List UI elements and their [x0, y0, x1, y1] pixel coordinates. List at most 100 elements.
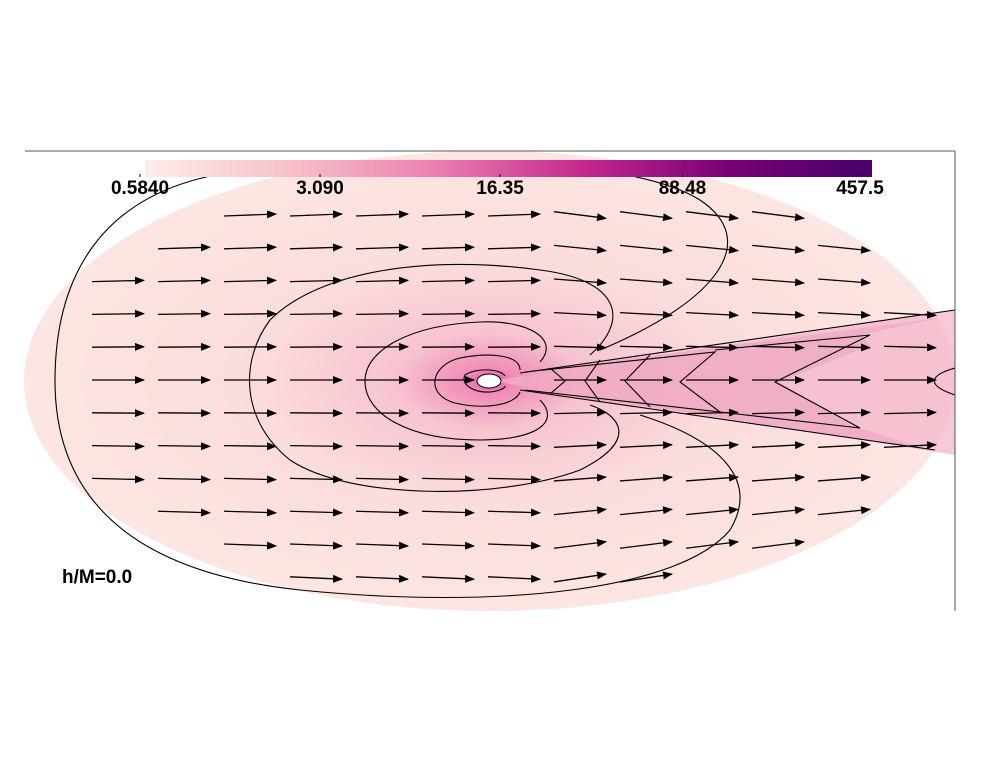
velocity-arrow [487, 508, 541, 517]
velocity-arrow [355, 309, 409, 318]
velocity-arrow [157, 309, 211, 318]
velocity-arrow [817, 506, 871, 516]
velocity-arrow [685, 310, 739, 319]
velocity-arrow [883, 310, 937, 319]
velocity-arrow [355, 276, 409, 285]
velocity-arrow [619, 343, 673, 352]
velocity-arrow [817, 278, 871, 287]
velocity-arrow [883, 408, 937, 417]
velocity-arrow [487, 574, 541, 583]
velocity-arrow [487, 210, 541, 219]
colorbar-tick-label: 3.090 [296, 178, 344, 199]
velocity-arrow [817, 244, 871, 254]
colorbar [145, 160, 872, 177]
velocity-arrow [355, 210, 409, 219]
velocity-arrow [289, 210, 343, 219]
velocity-arrow [157, 243, 211, 252]
velocity-arrow [751, 473, 805, 482]
velocity-arrow [817, 310, 871, 319]
velocity-arrow [223, 541, 277, 550]
colorbar-tick-label: 16.35 [476, 178, 524, 199]
velocity-arrow [553, 506, 607, 516]
velocity-arrow [685, 343, 739, 352]
velocity-arrows [91, 210, 937, 583]
velocity-arrow [883, 441, 937, 450]
velocity-arrow [553, 538, 607, 549]
black-hole [476, 373, 502, 389]
velocity-arrow [421, 442, 475, 451]
velocity-arrow [355, 475, 409, 484]
velocity-arrow [223, 309, 277, 318]
velocity-arrow [553, 211, 607, 222]
velocity-arrow [619, 441, 673, 450]
velocity-arrow [157, 442, 211, 451]
velocity-arrow [157, 508, 211, 517]
velocity-arrow [289, 574, 343, 583]
velocity-arrow [355, 574, 409, 583]
velocity-arrow [553, 408, 607, 417]
velocity-arrow [751, 408, 805, 417]
velocity-arrow [289, 508, 343, 517]
velocity-arrow [751, 211, 805, 222]
velocity-arrow [817, 343, 871, 352]
velocity-arrow [685, 244, 739, 254]
velocity-arrow [91, 475, 145, 484]
velocity-arrow [553, 310, 607, 319]
velocity-arrow [751, 310, 805, 319]
velocity-arrow [355, 442, 409, 451]
velocity-arrow [685, 473, 739, 482]
velocity-arrow [619, 408, 673, 417]
velocity-arrow [553, 343, 607, 352]
velocity-arrow [817, 408, 871, 417]
velocity-arrow [619, 473, 673, 482]
field [24, 151, 955, 611]
contour-lines [54, 161, 955, 598]
velocity-arrow [553, 571, 607, 583]
velocity-arrow [751, 506, 805, 516]
velocity-arrow [487, 541, 541, 550]
velocity-arrow [685, 211, 739, 222]
velocity-arrow [355, 541, 409, 550]
velocity-arrow [223, 243, 277, 252]
velocity-arrow [223, 442, 277, 451]
velocity-arrow [487, 276, 541, 285]
velocity-arrow [223, 276, 277, 285]
velocity-arrow [685, 408, 739, 417]
velocity-arrow [685, 506, 739, 516]
velocity-arrow [619, 244, 673, 254]
velocity-arrow [619, 506, 673, 516]
velocity-arrow [289, 475, 343, 484]
velocity-arrow [91, 442, 145, 451]
velocity-arrow [619, 571, 673, 583]
velocity-arrow [421, 475, 475, 484]
velocity-arrow [817, 441, 871, 450]
velocity-arrow [91, 309, 145, 318]
velocity-arrow [421, 574, 475, 583]
velocity-arrow [289, 243, 343, 252]
velocity-arrow [421, 309, 475, 318]
velocity-arrow [487, 243, 541, 252]
velocity-arrow [223, 475, 277, 484]
velocity-arrow [355, 508, 409, 517]
velocity-arrow [751, 538, 805, 549]
velocity-arrow [685, 441, 739, 450]
velocity-arrow [553, 244, 607, 254]
velocity-arrow [553, 473, 607, 482]
velocity-arrow [487, 309, 541, 318]
velocity-arrow [751, 441, 805, 450]
velocity-arrow [421, 243, 475, 252]
velocity-arrow [619, 538, 673, 549]
velocity-arrow [619, 310, 673, 319]
velocity-arrow [619, 211, 673, 222]
velocity-arrow [883, 343, 937, 352]
velocity-arrow [751, 343, 805, 352]
velocity-arrow [91, 276, 145, 285]
annotation: h/M=0.0 [62, 567, 132, 588]
velocity-arrow [421, 541, 475, 550]
velocity-arrow [289, 442, 343, 451]
velocity-arrow [751, 244, 805, 254]
velocity-arrow [289, 309, 343, 318]
velocity-arrow [685, 278, 739, 287]
colorbar-tick-label: 0.5840 [111, 178, 169, 199]
